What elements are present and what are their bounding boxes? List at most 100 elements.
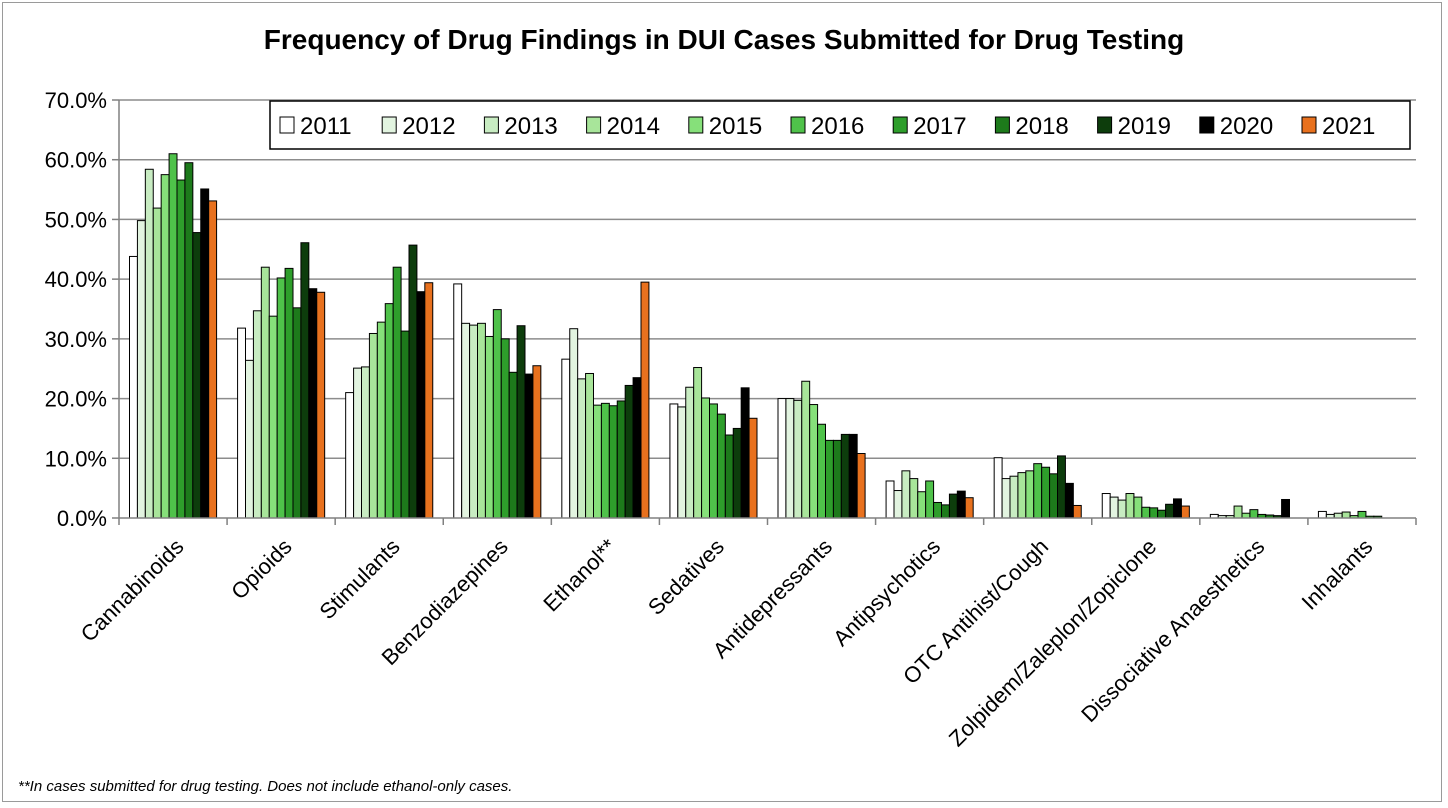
bar-2020	[200, 188, 210, 519]
x-tick-label: Sedatives	[643, 534, 729, 620]
bar-2021	[316, 291, 326, 519]
bar-2020	[1064, 482, 1074, 519]
bar-2014	[1341, 511, 1351, 519]
bar-2017	[392, 266, 402, 519]
bar-2015	[376, 321, 386, 519]
bar-2016	[817, 423, 827, 519]
y-tick-label: 20.0%	[45, 387, 107, 412]
bar-2017	[176, 179, 186, 519]
bar-2018	[184, 162, 194, 519]
bar-2019	[948, 493, 958, 519]
legend-label: 2021	[1322, 113, 1375, 140]
bar-2013	[577, 378, 587, 519]
bar-2021	[1072, 504, 1082, 519]
bar-2015	[484, 335, 494, 519]
bar-2012	[569, 328, 579, 519]
bar-2019	[300, 242, 310, 519]
bar-2015	[701, 397, 711, 519]
y-tick-label: 10.0%	[45, 446, 107, 471]
y-tick-label: 40.0%	[45, 267, 107, 292]
bar-2018	[941, 504, 950, 519]
footnote: **In cases submitted for drug testing. D…	[18, 778, 513, 795]
y-tick-labels: 0.0% 10.0% 20.0% 30.0% 40.0% 50.0% 60.0% 70.0%	[45, 88, 107, 531]
bar-2018	[1157, 509, 1167, 519]
bar-2017	[1149, 507, 1159, 519]
bar-2019	[408, 244, 418, 519]
legend-swatch	[1199, 116, 1215, 134]
bar-2013	[685, 386, 695, 519]
x-tick-label: Ethanol**	[538, 534, 621, 617]
legend-label: 2018	[1015, 113, 1068, 140]
bar-2016	[1141, 506, 1151, 519]
bar-2019	[1057, 455, 1066, 519]
bar-2011	[561, 358, 571, 519]
y-tick-label: 0.0%	[57, 506, 107, 531]
bar-2014	[1017, 472, 1027, 519]
y-tick-label: 60.0%	[45, 148, 107, 173]
bar-2021	[856, 453, 866, 519]
y-tick-label: 30.0%	[45, 327, 107, 352]
bar-2012	[677, 406, 687, 519]
bar-2013	[793, 399, 803, 519]
legend-swatch	[1301, 116, 1317, 134]
bar-2020	[848, 433, 858, 519]
bar-2019	[192, 232, 202, 519]
x-tick-labels: Cannabinoids Opioids StimulantsBenzodiazep…	[76, 534, 1378, 752]
bar-2012	[785, 398, 795, 519]
chart-title: Frequency of Drug Findings in DUI Cases …	[263, 24, 1185, 55]
bar-2019	[516, 325, 526, 519]
x-tick-label: Antipsychotics	[828, 534, 945, 651]
bar-2016	[492, 309, 502, 519]
legend-swatch	[994, 116, 1010, 134]
bar-2016	[384, 303, 394, 519]
legend-swatch	[483, 116, 499, 134]
bar-2011	[777, 398, 787, 519]
bar-2021	[964, 497, 974, 519]
bar-2021	[748, 417, 758, 519]
gridlines	[119, 99, 1416, 460]
bar-2013	[252, 310, 262, 519]
bar-2012	[353, 367, 362, 519]
bar-2017	[825, 439, 834, 519]
bar-2018	[724, 434, 734, 519]
x-tick-label: Inhalants	[1297, 534, 1378, 615]
legend-label: 2012	[402, 113, 455, 140]
bar-2011	[669, 403, 679, 519]
bar-2020	[1173, 498, 1182, 519]
bar-2011	[345, 392, 355, 519]
bar-2020	[308, 288, 318, 519]
bar-2014	[152, 207, 162, 519]
legend-label: 2020	[1220, 113, 1273, 140]
legend-swatch	[790, 116, 806, 134]
bar-2016	[709, 403, 718, 519]
bar-2016	[1249, 509, 1259, 519]
bar-2021	[532, 365, 542, 519]
bar-2019	[840, 433, 850, 519]
bar-2017	[500, 338, 510, 519]
x-tick-label: Zolpidem/Zaleplon/Zopiclone	[944, 534, 1161, 751]
bar-2020	[524, 373, 534, 519]
bar-2014	[801, 380, 811, 519]
bar-2014	[260, 266, 270, 519]
bar-2016	[600, 402, 610, 519]
bar-2015	[917, 491, 927, 519]
bar-2021	[424, 282, 434, 519]
bar-2017	[608, 405, 618, 519]
bar-2011	[993, 457, 1003, 519]
legend-label: 2014	[607, 113, 660, 140]
bar-2015	[268, 315, 278, 519]
bar-2013	[361, 366, 370, 519]
bar-2015	[809, 404, 819, 519]
bar-2016	[1357, 510, 1367, 519]
bar-2014	[585, 372, 595, 519]
bar-2016	[168, 153, 178, 519]
bar-2014	[1233, 505, 1243, 519]
bar-2020	[956, 490, 966, 519]
bar-2014	[693, 367, 703, 519]
bar-2015	[1025, 470, 1035, 519]
bar-2013	[469, 324, 478, 519]
bar-2019	[732, 427, 742, 519]
bar-2018	[616, 400, 626, 519]
bar-2017	[933, 501, 943, 519]
